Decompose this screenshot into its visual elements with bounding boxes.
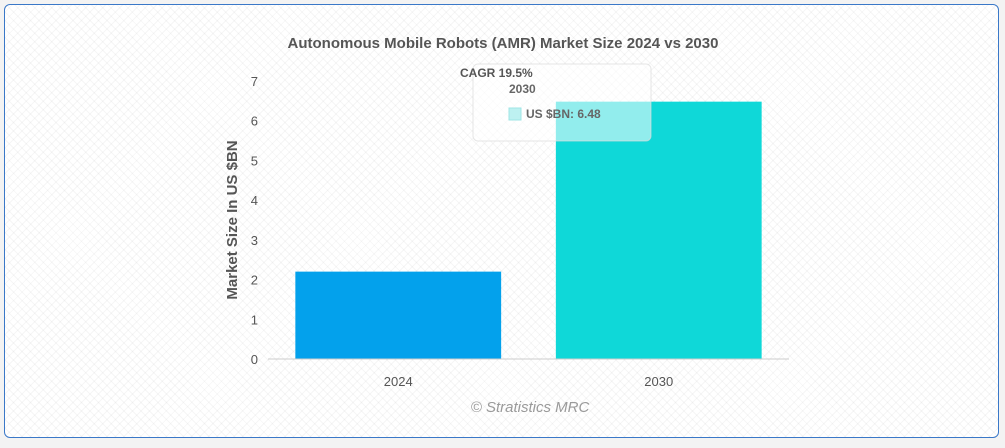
credit: © Stratistics MRC (471, 399, 590, 416)
y-tick-label: 4 (251, 193, 258, 208)
x-tick-label: 2024 (384, 374, 413, 389)
y-tick-label: 0 (251, 352, 258, 367)
tooltip: 2030 US $BN: 6.48 (472, 63, 652, 142)
y-tick-label: 1 (251, 312, 258, 327)
tooltip-title: 2030 (509, 82, 536, 96)
x-axis-ticks: 2024 2030 (384, 374, 673, 389)
y-tick-label: 2 (251, 273, 258, 288)
bar-2030[interactable] (555, 101, 762, 359)
y-axis-label: Market Size In US $BN (224, 140, 241, 299)
bars (295, 101, 762, 359)
y-tick-label: 7 (251, 74, 258, 89)
tooltip-box (472, 63, 652, 142)
cagr-annotation: CAGR 19.5% (460, 66, 533, 80)
tooltip-value: US $BN: 6.48 (526, 107, 601, 121)
bar-2024[interactable] (295, 271, 502, 359)
y-tick-label: 5 (251, 153, 258, 168)
y-tick-label: 3 (251, 233, 258, 248)
y-tick-label: 6 (251, 114, 258, 129)
tooltip-swatch (508, 107, 522, 121)
x-tick-label: 2030 (644, 374, 673, 389)
y-axis-ticks: 0 1 2 3 4 5 6 7 (251, 74, 258, 367)
chart-title: Autonomous Mobile Robots (AMR) Market Si… (288, 35, 719, 52)
